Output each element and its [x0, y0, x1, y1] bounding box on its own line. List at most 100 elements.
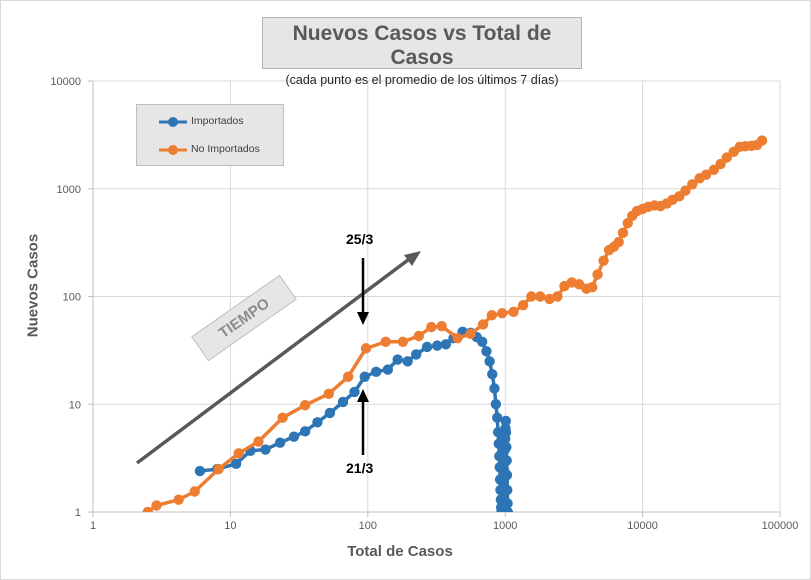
y-tick-label: 1: [75, 507, 81, 519]
data-point-importados: [502, 498, 513, 509]
x-tick-label: 1000: [493, 520, 517, 532]
data-point-no-importados: [323, 388, 334, 400]
data-point-importados: [274, 437, 286, 448]
data-point-no-importados: [465, 328, 476, 340]
data-point-importados: [382, 364, 394, 375]
data-point-no-importados: [253, 436, 264, 447]
data-point-no-importados: [700, 169, 712, 180]
data-point-no-importados: [452, 333, 463, 344]
data-point-importados: [392, 354, 403, 365]
y-tick-label: 100: [63, 292, 81, 304]
data-point-no-importados: [277, 412, 288, 423]
data-point-no-importados: [517, 300, 529, 311]
data-point-importados: [337, 396, 349, 408]
data-point-no-importados: [213, 463, 224, 475]
callout-arrowhead-down: [357, 312, 369, 325]
y-tick-label: 1000: [57, 184, 81, 196]
data-point-importados: [501, 455, 512, 466]
x-axis-label: Total de Casos: [347, 543, 453, 560]
data-point-importados: [421, 341, 433, 353]
data-point-no-importados: [544, 293, 555, 305]
data-point-no-importados: [708, 164, 720, 175]
x-tick-label: 10000: [627, 520, 658, 532]
data-point-no-importados: [508, 306, 519, 318]
data-point-importados: [492, 412, 503, 423]
data-point-importados: [402, 356, 413, 367]
data-point-no-importados: [189, 486, 200, 497]
data-point-no-importados: [613, 236, 624, 248]
data-point-no-importados: [535, 291, 546, 302]
data-point-no-importados: [687, 179, 698, 190]
data-point-no-importados: [233, 448, 244, 459]
data-point-no-importados: [526, 291, 537, 302]
data-point-importados: [432, 340, 443, 351]
data-point-no-importados: [142, 506, 153, 512]
data-point-importados: [230, 458, 242, 470]
legend: Importados No Importados: [136, 104, 284, 166]
data-point-importados: [194, 465, 206, 477]
chart-title: Nuevos Casos vs Total de Casos: [292, 22, 552, 69]
data-point-importados: [440, 339, 452, 350]
data-point-importados: [500, 427, 512, 438]
x-tick-label: 100: [359, 520, 377, 532]
tick-labels: 1 10 100 1000 10000 100000 1 10 100 1000 10000: [50, 76, 798, 532]
data-point-importados: [370, 366, 382, 378]
data-point-importados: [410, 349, 422, 360]
time-arrow: [135, 251, 421, 465]
time-arrow-shaft: [135, 255, 414, 465]
series-group: [142, 135, 768, 512]
title-box: Nuevos Casos vs Total de Casos (cada pun…: [262, 17, 582, 87]
data-point-no-importados: [413, 330, 424, 342]
data-point-importados: [260, 444, 271, 455]
data-point-importados: [489, 383, 500, 394]
series-line-importados: [199, 330, 510, 512]
data-point-importados: [288, 431, 300, 442]
date-callouts: [357, 258, 369, 455]
data-point-importados: [487, 369, 498, 380]
data-point-no-importados: [299, 399, 311, 411]
data-point-no-importados: [496, 307, 508, 319]
data-point-no-importados: [380, 336, 391, 347]
data-point-importados: [349, 386, 360, 398]
data-point-no-importados: [756, 135, 768, 146]
legend-marker-no-importados: [159, 145, 187, 155]
data-point-importados: [502, 506, 514, 512]
series-importados: [194, 326, 514, 512]
annotation-date-top: 25/3: [346, 231, 374, 247]
data-point-no-importados: [426, 321, 437, 333]
data-point-no-importados: [436, 321, 447, 332]
data-point-importados: [490, 399, 502, 410]
data-point-importados: [324, 407, 336, 419]
data-point-importados: [484, 356, 495, 367]
x-tick-label: 100000: [762, 520, 799, 532]
data-point-no-importados: [397, 336, 409, 347]
data-point-no-importados: [587, 281, 598, 293]
data-point-importados: [500, 415, 511, 427]
data-point-no-importados: [598, 255, 609, 266]
data-point-importados: [299, 426, 311, 437]
data-point-importados: [481, 346, 492, 357]
data-point-importados: [501, 469, 513, 481]
x-tick-label: 1: [90, 520, 96, 532]
y-tick-label: 10000: [50, 76, 81, 88]
y-tick-label: 10: [69, 399, 81, 411]
chart-subtitle: (cada punto es el promedio de los último…: [285, 73, 559, 87]
data-point-importados: [476, 336, 488, 347]
data-point-no-importados: [592, 269, 603, 280]
data-point-no-importados: [342, 371, 354, 382]
axes: [88, 80, 781, 517]
legend-label-importados: Importados: [191, 115, 244, 127]
x-tick-label: 10: [224, 520, 236, 532]
data-point-importados: [312, 417, 323, 428]
data-point-no-importados: [552, 291, 563, 302]
data-point-importados: [501, 441, 512, 453]
data-point-no-importados: [680, 185, 691, 196]
annotation-date-bottom: 21/3: [346, 460, 374, 476]
data-point-importados: [359, 371, 370, 382]
data-point-no-importados: [617, 227, 629, 239]
data-point-no-importados: [486, 310, 498, 321]
time-arrow-head: [404, 251, 421, 266]
legend-marker-importados: [159, 117, 187, 127]
